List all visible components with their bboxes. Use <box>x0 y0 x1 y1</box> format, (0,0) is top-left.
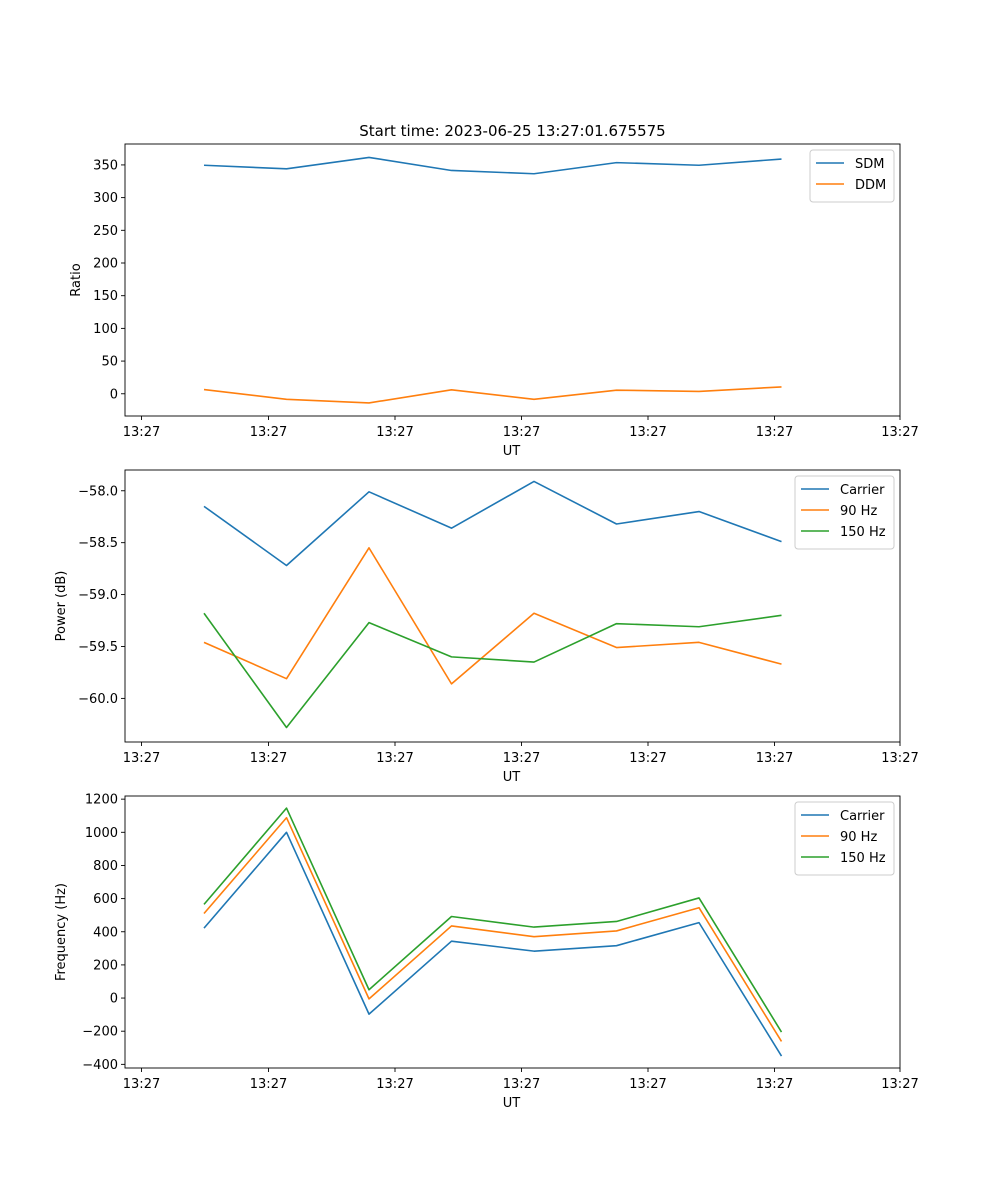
y-tick-label: 300 <box>93 191 118 206</box>
x-tick-label: 13:27 <box>881 1077 918 1092</box>
y-tick-label: 200 <box>93 257 118 272</box>
legend-label: 90 Hz <box>840 830 877 845</box>
y-tick-label: 100 <box>93 322 118 337</box>
x-tick-label: 13:27 <box>756 425 793 440</box>
x-tick-label: 13:27 <box>629 751 666 766</box>
legend: Carrier 90 Hz 150 Hz <box>794 801 895 876</box>
y-tick-label: 1000 <box>85 826 118 841</box>
y-tick-label: −58.5 <box>78 536 118 551</box>
y-axis-label: Power (dB) <box>54 571 69 642</box>
x-tick-label: 13:27 <box>756 1077 793 1092</box>
x-axis-label: UT <box>503 444 521 459</box>
legend-label: 150 Hz <box>840 525 886 540</box>
x-tick-label: 13:27 <box>503 751 540 766</box>
series-line-150-hz <box>203 807 783 1033</box>
series-line-90-hz <box>203 816 783 1042</box>
y-axis-label: Frequency (Hz) <box>54 883 69 981</box>
y-tick-label: −200 <box>82 1025 118 1040</box>
x-tick-label: 13:27 <box>250 425 287 440</box>
y-tick-label: −60.0 <box>78 692 118 707</box>
chart-panel-2: −60.0 −59.5 −59.0 −58.5 −58.0 13:27 13:27 13:27… <box>54 469 919 785</box>
y-axis-label: Ratio <box>69 263 84 296</box>
x-tick-label: 13:27 <box>250 751 287 766</box>
y-tick-label: 150 <box>93 289 118 304</box>
x-axis-label: UT <box>503 770 521 785</box>
x-tick-label: 13:27 <box>123 425 160 440</box>
x-tick-label: 13:27 <box>250 1077 287 1092</box>
plot-frame <box>124 143 901 417</box>
y-tick-label: 0 <box>110 387 118 402</box>
series-line-carrier <box>203 831 783 1057</box>
x-tick-label: 13:27 <box>503 1077 540 1092</box>
legend-label: Carrier <box>840 809 885 824</box>
x-tick-label: 13:27 <box>629 1077 666 1092</box>
legend-label: Carrier <box>840 483 885 498</box>
legend-label: 90 Hz <box>840 504 877 519</box>
x-tick-label: 13:27 <box>123 751 160 766</box>
plot-frame <box>124 469 901 743</box>
chart-panel-3: −400 −200 0 200 400 600 800 1000 1200 13:27 13:27 1… <box>54 793 919 1111</box>
x-tick-label: 13:27 <box>123 1077 160 1092</box>
x-tick-label: 13:27 <box>376 751 413 766</box>
y-tick-label: −58.0 <box>78 484 118 499</box>
y-tick-label: 50 <box>101 355 118 370</box>
legend-label: SDM <box>855 157 884 172</box>
x-tick-label: 13:27 <box>881 425 918 440</box>
legend-label: 150 Hz <box>840 851 886 866</box>
series-line-90-hz <box>203 547 782 685</box>
x-tick-label: 13:27 <box>376 1077 413 1092</box>
series-line-carrier <box>203 480 782 567</box>
series-line-sdm <box>203 156 782 175</box>
x-tick-label: 13:27 <box>376 425 413 440</box>
chart-panel-1: 0 50 100 150 200 250 300 350 13:27 13:27 13:27 13:2… <box>69 143 919 459</box>
series-line-ddm <box>203 386 782 404</box>
y-tick-label: 1200 <box>85 793 118 808</box>
legend-label: DDM <box>855 178 886 193</box>
legend: Carrier 90 Hz 150 Hz <box>794 475 895 550</box>
y-tick-label: −59.0 <box>78 588 118 603</box>
legend: SDM DDM <box>809 149 895 203</box>
x-axis-label: UT <box>503 1096 521 1111</box>
y-tick-label: 0 <box>110 992 118 1007</box>
y-tick-label: −59.5 <box>78 640 118 655</box>
y-tick-label: 600 <box>93 892 118 907</box>
y-tick-label: 400 <box>93 925 118 940</box>
x-tick-label: 13:27 <box>756 751 793 766</box>
series-line-150-hz <box>203 612 782 729</box>
y-tick-label: −400 <box>82 1058 118 1073</box>
y-tick-label: 250 <box>93 224 118 239</box>
figure-title: Start time: 2023-06-25 13:27:01.675575 <box>359 122 665 140</box>
x-tick-label: 13:27 <box>503 425 540 440</box>
y-tick-label: 350 <box>93 158 118 173</box>
x-tick-label: 13:27 <box>881 751 918 766</box>
y-tick-label: 800 <box>93 859 118 874</box>
x-tick-label: 13:27 <box>629 425 666 440</box>
y-tick-label: 200 <box>93 958 118 973</box>
